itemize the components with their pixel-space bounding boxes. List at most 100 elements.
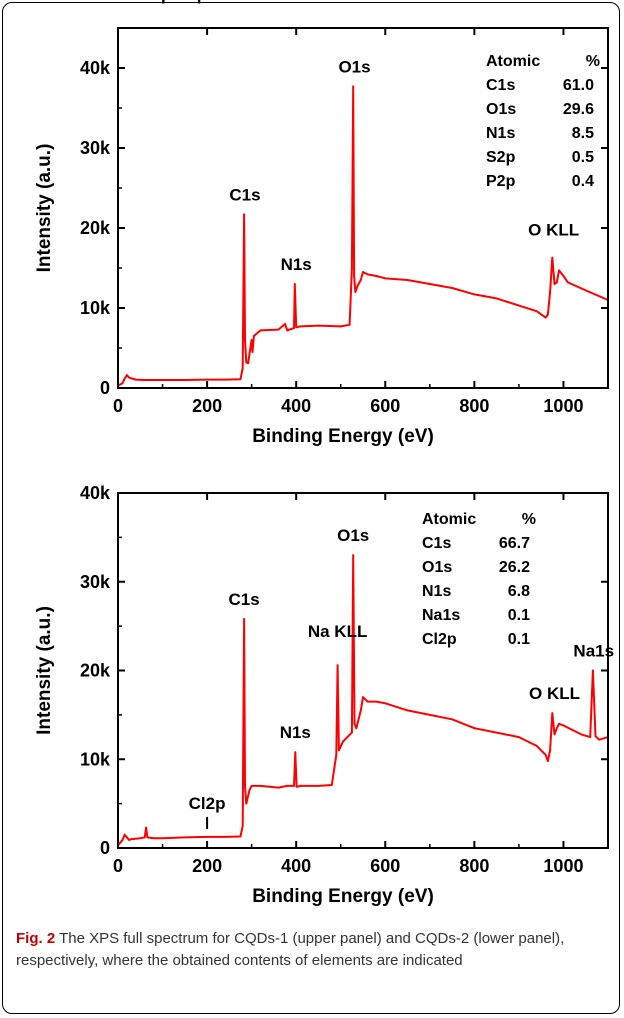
data-point xyxy=(293,327,295,329)
y-tick-label: 0 xyxy=(100,838,110,858)
table-header: Atomic xyxy=(422,511,476,528)
data-point xyxy=(359,279,362,281)
table-element: P2p xyxy=(486,173,516,190)
data-point xyxy=(551,712,554,714)
data-point xyxy=(352,554,355,556)
peak-label: N1s xyxy=(281,255,312,274)
data-point xyxy=(128,839,131,841)
data-point xyxy=(248,789,251,792)
data-point xyxy=(161,379,164,381)
y-tick-label: 40k xyxy=(80,58,111,78)
x-tick-label: 800 xyxy=(459,396,489,416)
series-line xyxy=(117,554,609,846)
data-point xyxy=(336,664,339,667)
data-point xyxy=(366,273,369,276)
data-point xyxy=(250,339,253,341)
data-point xyxy=(294,751,297,753)
data-point xyxy=(335,753,338,756)
table-element: Na1s xyxy=(422,607,460,624)
data-point xyxy=(352,85,355,88)
data-point xyxy=(299,785,302,787)
x-tick-label: 200 xyxy=(192,396,222,416)
panel-2: 0 200 400 600 800 1000 0 10k 20k 30k 40k Binding En… xyxy=(34,483,614,907)
data-point xyxy=(547,760,549,762)
panel-1: 0 200 400 600 800 1000 0 10k 20k 30k 40k Binding En… xyxy=(34,0,609,447)
data-point xyxy=(544,753,547,756)
data-point xyxy=(555,727,558,730)
data-point xyxy=(293,283,296,285)
x-tick-label: 0 xyxy=(113,396,123,416)
data-point xyxy=(224,836,226,838)
data-point xyxy=(286,329,289,332)
data-point xyxy=(247,362,250,365)
peak-label: C1s xyxy=(229,185,260,204)
data-point xyxy=(558,722,560,725)
data-point xyxy=(152,837,155,840)
x-tick-label: 600 xyxy=(370,396,400,416)
table-value: 6.8 xyxy=(508,583,530,600)
table-value: 66.7 xyxy=(499,535,530,552)
x-tick-label: 1000 xyxy=(543,856,583,876)
data-point xyxy=(359,709,362,712)
table-value: 26.2 xyxy=(499,559,530,576)
table-element: C1s xyxy=(486,77,515,94)
y-tick-label: 10k xyxy=(80,749,111,769)
data-point xyxy=(549,291,551,293)
data-point xyxy=(451,287,453,289)
data-point xyxy=(351,731,353,734)
data-point xyxy=(362,271,364,273)
plot-area xyxy=(117,27,609,389)
data-point xyxy=(518,304,520,307)
data-point xyxy=(580,733,583,736)
peak-label: Na1s xyxy=(573,642,614,661)
peak-label: O KLL xyxy=(528,221,579,240)
peak-label: O1s xyxy=(338,57,370,76)
data-point xyxy=(330,784,333,786)
x-tick-label: 0 xyxy=(113,856,123,876)
data-point xyxy=(143,836,146,839)
data-point xyxy=(348,323,351,326)
data-point xyxy=(354,291,357,293)
atomic-table: Atomic % C1s 66.7 O1s 26.2 N1s 6.8 Na1s 0.1 Cl2p 0.… xyxy=(422,511,536,648)
data-point xyxy=(134,378,137,381)
data-point xyxy=(428,283,431,285)
data-point xyxy=(406,709,409,712)
data-point xyxy=(251,351,254,353)
atomic-table: Atomic % C1s 61.0 O1s 29.6 N1s 8.5 S2p 0.5 P2p 0.4 xyxy=(486,53,600,190)
table-header: Atomic xyxy=(486,53,540,70)
y-tick-label: 30k xyxy=(80,138,111,158)
data-point xyxy=(384,277,387,280)
data-point xyxy=(139,837,142,840)
data-point xyxy=(353,722,356,725)
data-point xyxy=(362,696,364,698)
data-point xyxy=(295,785,298,788)
data-point xyxy=(555,281,558,284)
data-point xyxy=(553,283,556,285)
data-point xyxy=(366,700,369,703)
data-point xyxy=(253,335,255,337)
caption-label: Fig. 2 xyxy=(16,930,56,947)
table-element: N1s xyxy=(422,583,451,600)
peak-label: O KLL xyxy=(529,684,580,703)
x-tick-label: 600 xyxy=(370,856,400,876)
data-point xyxy=(406,279,409,281)
data-point xyxy=(206,836,209,838)
data-point xyxy=(161,837,164,840)
data-point xyxy=(145,826,148,829)
y-tick-label: 10k xyxy=(80,298,111,318)
x-tick-label: 200 xyxy=(192,856,222,876)
table-element: N1s xyxy=(486,125,515,142)
table-value: 0.5 xyxy=(572,149,594,166)
peak-label: S2p xyxy=(176,0,207,4)
data-point xyxy=(259,785,262,787)
data-point xyxy=(317,785,320,787)
table-value: 0.1 xyxy=(508,607,530,624)
figure-svg: 0 200 400 600 800 1000 0 10k 20k 30k 40k Binding En… xyxy=(34,0,614,907)
x-axis-title: Binding Energy (eV) xyxy=(252,426,434,447)
data-point xyxy=(338,749,340,752)
peak-label: C1s xyxy=(228,590,259,609)
peak-label: O1s xyxy=(337,526,369,545)
data-point xyxy=(241,367,244,369)
data-point xyxy=(339,325,342,328)
